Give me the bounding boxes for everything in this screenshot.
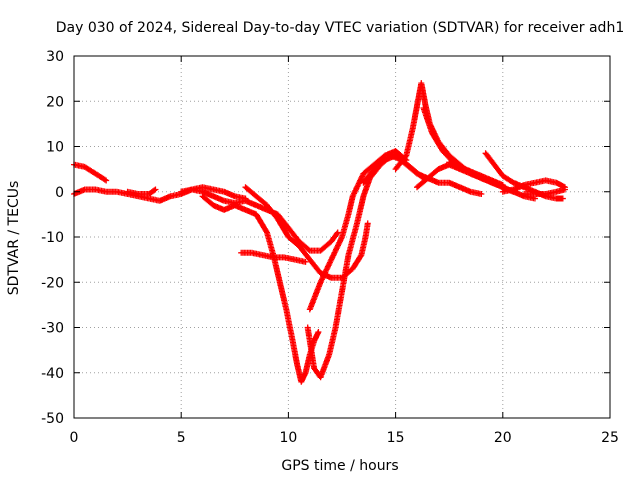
y-axis-label: SDTVAR / TECUs (6, 181, 22, 296)
marker-trail (446, 159, 506, 188)
marker-trail (242, 184, 371, 281)
series-arc-q (521, 186, 568, 197)
marker-trail (521, 186, 568, 197)
chart-title: Day 030 of 2024, Sidereal Day-to-day VTE… (56, 20, 624, 36)
series-arc-p (499, 177, 568, 195)
series-arc-l (420, 105, 459, 166)
marker-trail (360, 152, 485, 198)
y-tick-label: -40 (41, 366, 64, 382)
axis-ticks: 0 5 10 15 20 25 -50 -40 -30 -20 -10 0 10 20 30 (41, 49, 619, 446)
marker-trail (124, 186, 159, 197)
series-arc-n (446, 159, 506, 188)
x-tick-label: 0 (70, 430, 79, 446)
x-tick-label: 25 (601, 430, 619, 446)
series-arc-g (238, 249, 309, 265)
series-arc-j (360, 152, 485, 198)
marker-trail (178, 186, 341, 254)
y-tick-label: 10 (46, 140, 64, 156)
x-tick-label: 20 (494, 430, 512, 446)
y-tick-label: -20 (41, 275, 64, 291)
x-tick-label: 15 (387, 430, 405, 446)
marker-trail (199, 193, 322, 385)
marker-trail (304, 152, 427, 381)
marker-trail (71, 161, 110, 184)
marker-trail (499, 177, 568, 195)
x-axis-label: GPS time / hours (281, 458, 398, 474)
series-arc-f (242, 184, 371, 281)
y-tick-label: -50 (41, 411, 64, 427)
y-tick-label: 0 (55, 185, 64, 201)
series-arc-i (306, 148, 410, 313)
y-tick-label: -10 (41, 230, 64, 246)
y-tick-label: 20 (46, 94, 64, 110)
y-tick-label: 30 (46, 49, 64, 65)
x-tick-label: 10 (279, 430, 297, 446)
data-marks (71, 80, 568, 385)
series-arc-h (304, 152, 427, 381)
series-arc-b (71, 161, 110, 184)
marker-trail (420, 105, 459, 166)
x-tick-label: 5 (177, 430, 186, 446)
series-arc-c (124, 186, 159, 197)
series-arc-d (178, 186, 341, 254)
series-arc-e (199, 193, 322, 385)
y-tick-label: -30 (41, 321, 64, 337)
marker-trail (238, 249, 309, 265)
marker-trail (306, 148, 410, 313)
